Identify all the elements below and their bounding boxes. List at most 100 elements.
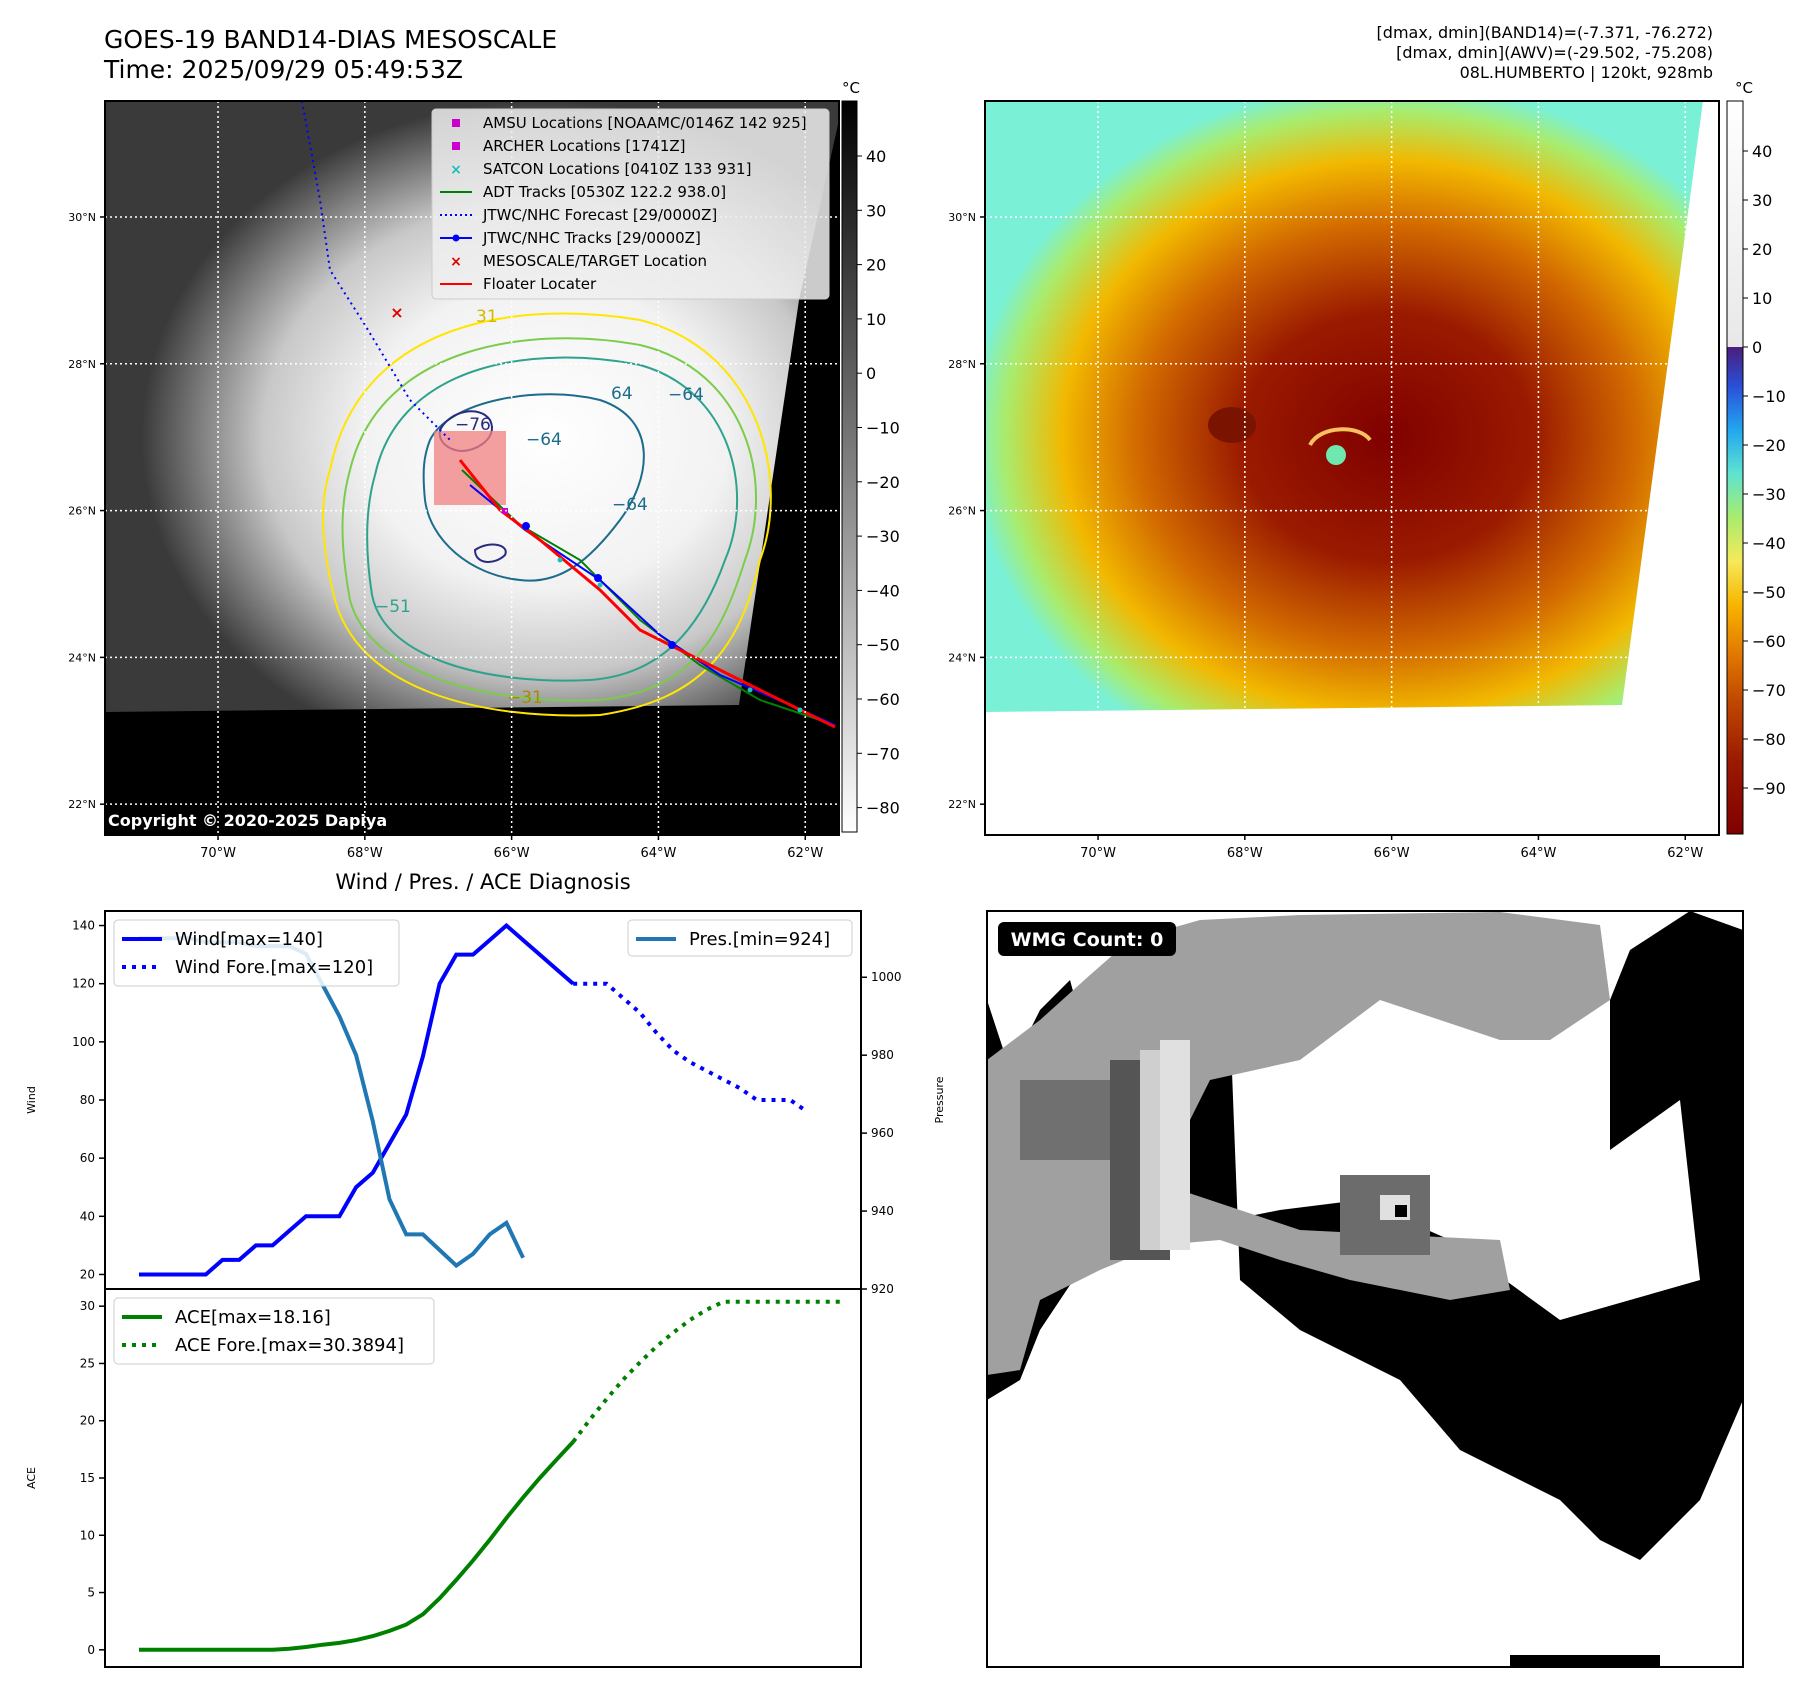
awv-colorbar-ticks: 40 30 20 10 0 −10 −20 −30 −40 −50 −60 −70 −80 −90 — [1743, 142, 1786, 798]
jtwc-track-point — [594, 574, 602, 582]
awv-warm-spot — [1208, 407, 1256, 443]
y-tick-label: 5 — [87, 1586, 95, 1600]
wmg-dark-cell — [1020, 1080, 1120, 1160]
y2-axis-label: Pressure — [933, 1076, 946, 1123]
awv-frame — [984, 100, 1720, 836]
wmg-frame — [986, 910, 1744, 1668]
ir-frame — [104, 100, 840, 836]
y-tick-label: 80 — [80, 1093, 95, 1107]
y-tick-label: 20 — [80, 1414, 95, 1428]
legend-label: ARCHER Locations [1741Z] — [483, 137, 686, 155]
satcon-mark — [557, 557, 563, 563]
y-tick-label: 120 — [72, 977, 95, 991]
y-tick-label: 15 — [80, 1471, 95, 1485]
y-tick-label: 10 — [80, 1528, 95, 1542]
colorbar-tick-label: −10 — [1752, 387, 1786, 406]
wind-legend: Wind[max=140] Wind Fore.[max=120] — [113, 919, 400, 987]
awv-panel: °C 403020100−10−20−30−40−50−60−70−80−90 … — [948, 79, 1786, 861]
legend-label: Floater Locater — [483, 275, 597, 293]
floater-box — [434, 431, 506, 505]
legend-label: Wind Fore.[max=120] — [175, 957, 373, 978]
contour-label: −64 — [612, 495, 648, 515]
lon-tick-label: 70°W — [200, 846, 236, 861]
colorbar-tick-label: −50 — [866, 636, 900, 655]
ace-panel: 0 5 10 15 20 25 30 ACE ACE[max=18.16] ACE Fore.[… — [25, 1288, 862, 1668]
y2-tick-label: 920 — [871, 1282, 894, 1296]
y2-tick-label: 940 — [871, 1204, 894, 1218]
wmg-pixel-field — [987, 911, 1743, 1667]
legend-marker: × — [450, 254, 462, 270]
ir-contour-64 — [422, 393, 645, 582]
legend-label: SATCON Locations [0410Z 133 931] — [483, 160, 751, 178]
contour-label: −31 — [507, 688, 543, 708]
wmg-grey-region — [987, 912, 1610, 1375]
ace-legend: ACE[max=18.16] ACE Fore.[max=30.3894] — [113, 1297, 435, 1365]
lon-tick-label: 62°W — [787, 846, 823, 861]
legend-label: JTWC/NHC Forecast [29/0000Z] — [482, 206, 717, 224]
legend-marker-dot — [452, 234, 460, 242]
satcon-marks — [557, 557, 803, 713]
colorbar-tick-label: 40 — [1752, 142, 1772, 161]
lat-tick-label: 26°N — [948, 505, 976, 518]
awv-eye — [1326, 445, 1346, 465]
colorbar-tick-label: −20 — [866, 473, 900, 492]
y-tick-label: 25 — [80, 1356, 95, 1370]
figure-time: Time: 2025/09/29 05:49:53Z — [104, 55, 463, 84]
legend-marker: × — [450, 162, 462, 178]
y-tick-label: 60 — [80, 1151, 95, 1165]
legend-marker — [452, 142, 460, 150]
lon-tick-label: 68°W — [347, 846, 383, 861]
contour-label: 31 — [476, 307, 498, 327]
ir-axis-labels: 70°W 68°W 66°W 64°W 62°W 30°N 28°N 26°N 24°N 22°N — [68, 211, 823, 861]
legend-label: JTWC/NHC Tracks [29/0000Z] — [482, 229, 701, 247]
series-line — [571, 1299, 841, 1444]
y-tick-label: 100 — [72, 1035, 95, 1049]
lon-tick-label: 70°W — [1080, 846, 1116, 861]
legend-box — [113, 919, 400, 987]
legend-box — [431, 108, 830, 300]
diagnosis-title: Wind / Pres. / ACE Diagnosis — [335, 870, 630, 894]
ir-contour-labels: 31 64 −76 −64 −64 −64 −51 −31 — [375, 307, 704, 708]
ir-contour-51 — [366, 356, 738, 682]
lon-tick-label: 62°W — [1667, 846, 1703, 861]
ir-contour-31 — [341, 337, 757, 702]
lat-tick-label: 28°N — [948, 358, 976, 371]
y2-tick-label: 1000 — [871, 970, 902, 984]
awv-colorbar-unit: °C — [1735, 79, 1753, 97]
colorbar-tick-label: −50 — [1752, 583, 1786, 602]
contour-label: −64 — [526, 430, 562, 450]
y2-tick-label: 960 — [871, 1126, 894, 1140]
colorbar-tick-label: −60 — [866, 690, 900, 709]
colorbar-tick-label: −30 — [1752, 485, 1786, 504]
awv-satellite-swath — [985, 101, 1703, 712]
stats-storm: 08L.HUMBERTO | 120kt, 928mb — [1459, 63, 1713, 82]
lat-tick-label: 30°N — [948, 211, 976, 224]
colorbar-tick-label: −60 — [1752, 632, 1786, 651]
ir-colorbar-ticks: 40 30 20 10 0 −10 −20 −30 −40 −50 −60 −70 −80 — [857, 147, 900, 818]
ir-gridlines — [105, 101, 839, 835]
series-line — [573, 981, 809, 1114]
colorbar-tick-label: 0 — [1752, 338, 1762, 357]
mesoscale-target-marker: × — [390, 303, 403, 322]
pressure-legend: Pres.[min=924] — [627, 919, 853, 957]
lat-tick-label: 22°N — [68, 798, 96, 811]
y-tick-label: 20 — [80, 1267, 95, 1281]
legend-label: AMSU Locations [NOAAMC/0146Z 142 925] — [483, 114, 807, 132]
floater-locater-track — [458, 459, 836, 729]
satcon-mark — [747, 687, 753, 693]
lat-tick-label: 30°N — [68, 211, 96, 224]
colorbar-tick-label: −80 — [1752, 730, 1786, 749]
awv-gridlines — [985, 101, 1719, 835]
y-axis-label: Wind — [25, 1086, 38, 1114]
wmg-light-cell — [1160, 1040, 1190, 1250]
ir-contour-outer — [322, 312, 772, 717]
jtwc-track-point — [522, 522, 530, 530]
wmg-black-cell — [1510, 1655, 1660, 1667]
wind-axes: 20 40 60 80 100 120 140 Wind 920 940 960 980 1000 Pre… — [25, 919, 946, 1296]
ir-contour-76-b — [473, 543, 507, 563]
lat-tick-label: 28°N — [68, 358, 96, 371]
figure-title: GOES-19 BAND14-DIAS MESOSCALE — [104, 25, 558, 54]
colorbar-tick-label: −40 — [1752, 534, 1786, 553]
colorbar-tick-label: 30 — [1752, 191, 1772, 210]
